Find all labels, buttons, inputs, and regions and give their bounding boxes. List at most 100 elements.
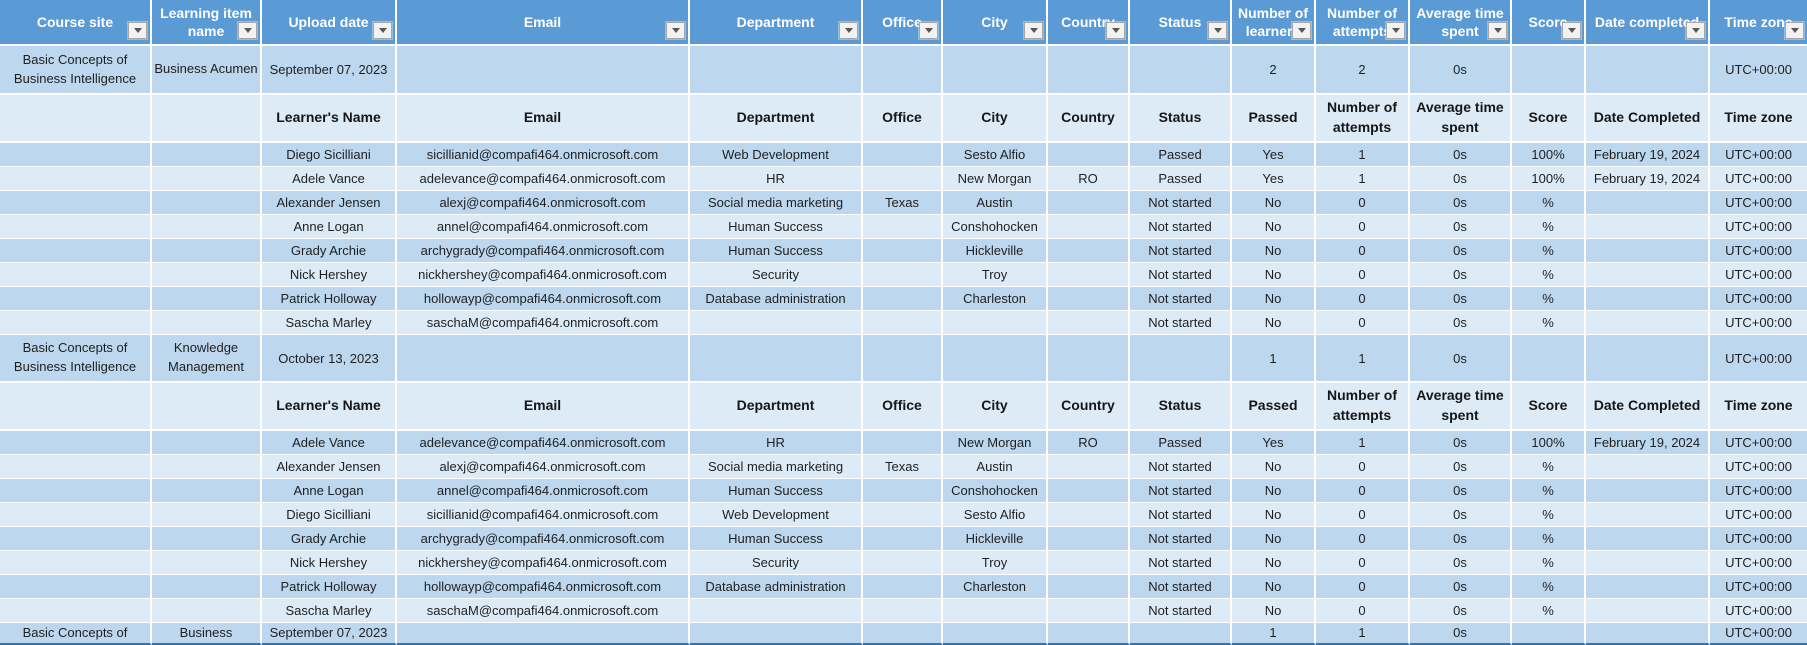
- cell-course-site[interactable]: [0, 215, 152, 239]
- cell-average-time-spent[interactable]: 0s: [1410, 551, 1512, 575]
- cell-status[interactable]: Not started: [1130, 599, 1232, 623]
- filter-dropdown-button-number-of-attempts[interactable]: [1386, 22, 1405, 39]
- cell-city[interactable]: [943, 623, 1048, 645]
- subheader-cell-country[interactable]: Country: [1048, 383, 1130, 431]
- cell-date-completed[interactable]: [1586, 551, 1710, 575]
- cell-passed[interactable]: Yes: [1232, 167, 1316, 191]
- cell-date-completed[interactable]: [1586, 215, 1710, 239]
- cell-country[interactable]: RO: [1048, 167, 1130, 191]
- cell-passed[interactable]: No: [1232, 527, 1316, 551]
- cell-time-zone[interactable]: UTC+00:00: [1710, 263, 1807, 287]
- cell-office[interactable]: Texas: [863, 455, 943, 479]
- cell-country[interactable]: [1048, 455, 1130, 479]
- cell-department[interactable]: Security: [690, 551, 863, 575]
- cell-learner-name[interactable]: Diego Sicilliani: [262, 143, 397, 167]
- cell-time-zone[interactable]: UTC+00:00: [1710, 527, 1807, 551]
- cell-status[interactable]: Not started: [1130, 215, 1232, 239]
- cell-date-completed[interactable]: February 19, 2024: [1586, 167, 1710, 191]
- cell-email[interactable]: archygrady@compafi464.onmicrosoft.com: [397, 527, 690, 551]
- cell-course-site[interactable]: Basic Concepts of Business Intelligence: [0, 335, 152, 383]
- cell-time-zone[interactable]: UTC+00:00: [1710, 503, 1807, 527]
- cell-status[interactable]: Passed: [1130, 143, 1232, 167]
- cell-status[interactable]: Not started: [1130, 527, 1232, 551]
- cell-passed[interactable]: No: [1232, 287, 1316, 311]
- subheader-cell-email[interactable]: Email: [397, 383, 690, 431]
- cell-score[interactable]: [1512, 335, 1586, 383]
- cell-department[interactable]: [690, 46, 863, 95]
- cell-date-completed[interactable]: [1586, 455, 1710, 479]
- cell-course-site[interactable]: [0, 551, 152, 575]
- cell-email[interactable]: nickhershey@compafi464.onmicrosoft.com: [397, 551, 690, 575]
- cell-average-time-spent[interactable]: 0s: [1410, 191, 1512, 215]
- cell-country[interactable]: [1048, 239, 1130, 263]
- subheader-cell-average-time-spent[interactable]: Average time spent: [1410, 95, 1512, 143]
- cell-email[interactable]: alexj@compafi464.onmicrosoft.com: [397, 455, 690, 479]
- cell-department[interactable]: Database administration: [690, 287, 863, 311]
- cell-status[interactable]: Not started: [1130, 479, 1232, 503]
- cell-status[interactable]: Not started: [1130, 239, 1232, 263]
- cell-country[interactable]: [1048, 191, 1130, 215]
- cell-learning-item-name[interactable]: [152, 455, 262, 479]
- subheader-cell-number-of-attempts[interactable]: Number of attempts: [1316, 383, 1410, 431]
- cell-learning-item-name[interactable]: [152, 287, 262, 311]
- cell-department[interactable]: Social media marketing: [690, 455, 863, 479]
- cell-office[interactable]: [863, 263, 943, 287]
- cell-city[interactable]: [943, 46, 1048, 95]
- cell-office[interactable]: [863, 311, 943, 335]
- cell-date-completed[interactable]: [1586, 46, 1710, 95]
- cell-status[interactable]: [1130, 623, 1232, 645]
- cell-number-of-attempts[interactable]: 0: [1316, 503, 1410, 527]
- cell-office[interactable]: [863, 623, 943, 645]
- cell-date-completed[interactable]: [1586, 239, 1710, 263]
- cell-email[interactable]: [397, 623, 690, 645]
- cell-office[interactable]: [863, 215, 943, 239]
- header-cell-time-zone[interactable]: Time zone: [1710, 0, 1807, 46]
- cell-date-completed[interactable]: [1586, 575, 1710, 599]
- cell-office[interactable]: [863, 143, 943, 167]
- cell-average-time-spent[interactable]: 0s: [1410, 431, 1512, 455]
- subheader-cell-country[interactable]: Country: [1048, 95, 1130, 143]
- cell-number-of-attempts[interactable]: 0: [1316, 287, 1410, 311]
- subheader-cell-time-zone[interactable]: Time zone: [1710, 95, 1807, 143]
- cell-learning-item-name[interactable]: [152, 263, 262, 287]
- header-cell-score[interactable]: Score: [1512, 0, 1586, 46]
- subheader-cell-learner-s-name[interactable]: Learner's Name: [262, 383, 397, 431]
- cell-date-completed[interactable]: [1586, 479, 1710, 503]
- cell-time-zone[interactable]: UTC+00:00: [1710, 455, 1807, 479]
- cell-score[interactable]: %: [1512, 311, 1586, 335]
- subheader-cell-city[interactable]: City: [943, 383, 1048, 431]
- filter-dropdown-button-score[interactable]: [1562, 22, 1581, 39]
- cell-number-of-attempts[interactable]: 1: [1316, 335, 1410, 383]
- cell-email[interactable]: sicillianid@compafi464.onmicrosoft.com: [397, 143, 690, 167]
- cell-learner-name[interactable]: Patrick Holloway: [262, 575, 397, 599]
- cell-email[interactable]: adelevance@compafi464.onmicrosoft.com: [397, 431, 690, 455]
- cell-passed[interactable]: No: [1232, 263, 1316, 287]
- subheader-cell-department[interactable]: Department: [690, 95, 863, 143]
- subheader-cell-number-of-attempts[interactable]: Number of attempts: [1316, 95, 1410, 143]
- cell-department[interactable]: HR: [690, 167, 863, 191]
- cell-passed[interactable]: No: [1232, 191, 1316, 215]
- cell-email[interactable]: [397, 335, 690, 383]
- cell-country[interactable]: [1048, 503, 1130, 527]
- filter-dropdown-button-department[interactable]: [839, 22, 858, 39]
- cell-email[interactable]: annel@compafi464.onmicrosoft.com: [397, 479, 690, 503]
- cell-country[interactable]: [1048, 311, 1130, 335]
- cell-passed[interactable]: No: [1232, 455, 1316, 479]
- cell-city[interactable]: New Morgan: [943, 167, 1048, 191]
- cell-learning-item-name[interactable]: Business Acumen: [152, 46, 262, 95]
- cell-learning-item-name[interactable]: [152, 479, 262, 503]
- filter-dropdown-button-email[interactable]: [666, 22, 685, 39]
- cell-number-of-attempts[interactable]: 0: [1316, 479, 1410, 503]
- subheader-cell-passed[interactable]: Passed: [1232, 95, 1316, 143]
- cell-course-site[interactable]: [0, 287, 152, 311]
- cell-passed[interactable]: No: [1232, 239, 1316, 263]
- cell-learning-item-name[interactable]: [152, 527, 262, 551]
- cell-city[interactable]: Conshohocken: [943, 215, 1048, 239]
- header-cell-number-of-learners[interactable]: Number of learners: [1232, 0, 1316, 46]
- cell-city[interactable]: [943, 599, 1048, 623]
- cell-city[interactable]: Austin: [943, 455, 1048, 479]
- cell-number-of-attempts[interactable]: 1: [1316, 167, 1410, 191]
- subheader-cell-office[interactable]: Office: [863, 383, 943, 431]
- cell-average-time-spent[interactable]: 0s: [1410, 46, 1512, 95]
- subheader-cell-passed[interactable]: Passed: [1232, 383, 1316, 431]
